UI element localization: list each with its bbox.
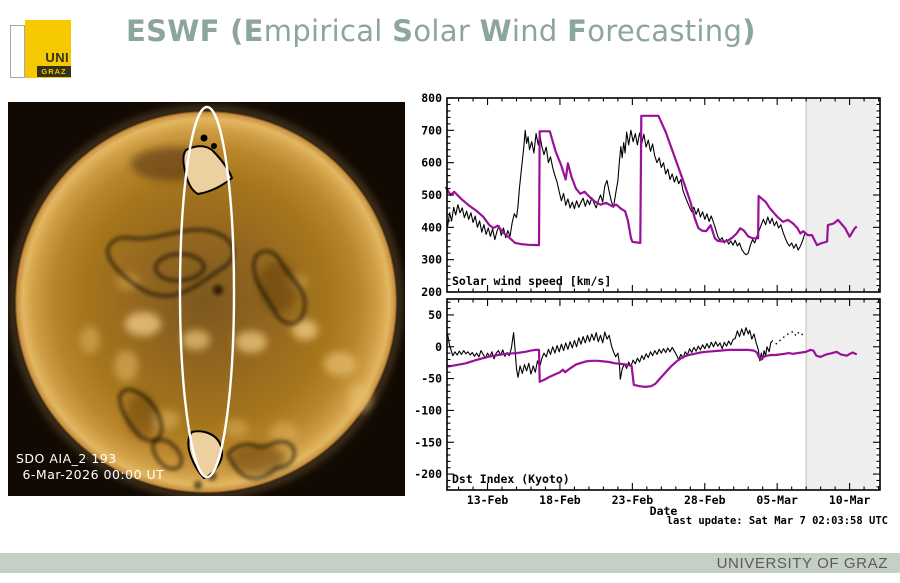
logo-graz-text: GRAZ (41, 67, 67, 76)
title-segment: ESWF ( (126, 14, 244, 48)
svg-text:-100: -100 (414, 403, 442, 417)
logo-white-strip (10, 25, 25, 78)
forecast-region (806, 98, 877, 292)
logo-yellow-square: UNI GRAZ (25, 20, 71, 78)
series-observed-dst (447, 327, 774, 380)
title-segment: E (243, 14, 264, 48)
svg-text:Solar wind speed [km/s]: Solar wind speed [km/s] (452, 274, 611, 288)
title-segment: W (479, 14, 512, 48)
title-segment: ) (742, 14, 756, 48)
series-eswf-forecast-dst (447, 348, 858, 388)
svg-text:0: 0 (435, 340, 442, 354)
title-segment: F (567, 14, 588, 48)
solar-image-panel: SDO AIA_2 193 6-Mar-2026 00:00 UT (8, 102, 405, 498)
coronal-hole-mid-outline (252, 250, 306, 325)
svg-text:500: 500 (421, 188, 442, 202)
svg-text:last update: Sat Mar 7 02:03:: last update: Sat Mar 7 02:03:58 UTC (667, 515, 888, 527)
svg-text:300: 300 (421, 253, 442, 267)
title-segment: orecasting (587, 14, 743, 48)
footer-bar: UNIVERSITY OF GRAZ (0, 553, 900, 573)
svg-text:200: 200 (421, 285, 442, 299)
svg-text:-50: -50 (421, 372, 442, 386)
image-datetime-label: 6-Mar-2026 00:00 UT (18, 467, 165, 482)
svg-text:28-Feb: 28-Feb (684, 493, 726, 507)
svg-text:-150: -150 (414, 435, 442, 449)
svg-text:400: 400 (421, 220, 442, 234)
title-segment: olar (413, 14, 480, 48)
svg-text:13-Feb: 13-Feb (467, 493, 509, 507)
svg-text:800: 800 (421, 91, 442, 105)
title-segment: mpirical (263, 14, 393, 48)
svg-text:23-Feb: 23-Feb (612, 493, 654, 507)
series-eswf-forecast (444, 114, 858, 247)
footer-text: UNIVERSITY OF GRAZ (716, 554, 888, 572)
svg-text:Date: Date (650, 504, 678, 518)
svg-text:18-Feb: 18-Feb (539, 493, 581, 507)
series-provisional-dst-dotted- (775, 330, 806, 345)
forecast-region (806, 299, 877, 490)
page-title: ESWF (Empirical Solar Wind Forecasting) (126, 14, 756, 48)
svg-text:-200: -200 (414, 467, 442, 481)
solar-disk (15, 111, 397, 493)
title-segment: S (392, 14, 414, 48)
logo-uni-text: UNI (45, 50, 69, 65)
svg-text:50: 50 (428, 308, 442, 322)
svg-text:10-Mar: 10-Mar (829, 493, 871, 507)
instrument-label: SDO AIA_2 193 (16, 451, 117, 466)
svg-text:600: 600 (421, 156, 442, 170)
svg-text:Dst Index (Kyoto): Dst Index (Kyoto) (452, 472, 570, 486)
limb-glow (10, 106, 402, 498)
uni-graz-logo: UNI GRAZ (10, 20, 72, 78)
svg-text:700: 700 (421, 123, 442, 137)
coronal-hole-fill-north (182, 145, 233, 195)
coronal-hole-south-outline (227, 440, 296, 480)
svg-text:05-Mar: 05-Mar (756, 493, 798, 507)
series-observed-in-situ-solar-wind-speed (447, 129, 806, 256)
meridional-slice-ellipse (178, 105, 236, 479)
title-segment: ind (511, 14, 568, 48)
logo-graz-bar: GRAZ (37, 66, 71, 77)
plot-frame (446, 298, 881, 491)
sdo-aia-193-image (8, 102, 405, 498)
